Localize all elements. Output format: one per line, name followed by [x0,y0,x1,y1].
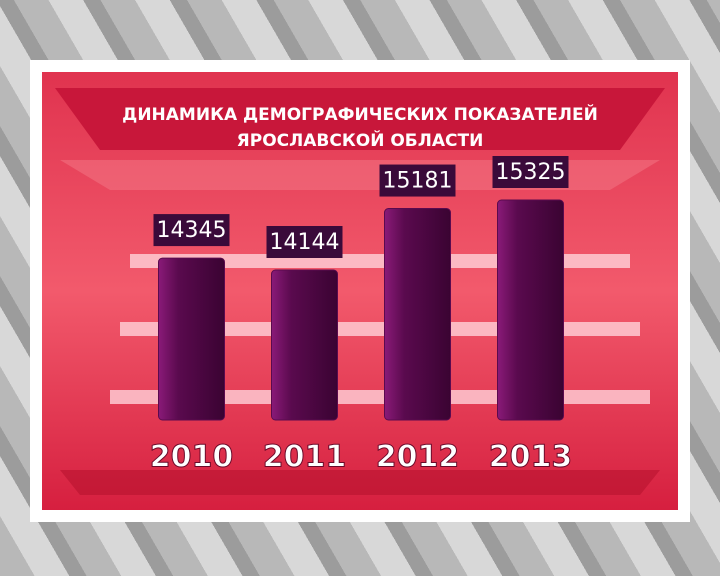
decor [60,160,660,190]
x-tick-label: 2010 [150,440,234,475]
value-label-box [266,226,343,258]
value-label-box [379,164,456,197]
bar [384,208,451,421]
value-label: 15325 [496,160,566,185]
title-ribbon [55,88,665,150]
value-label: 14345 [157,218,227,243]
value-label: 14144 [270,230,340,255]
x-tick-label: 2011 [263,440,347,475]
x-tick-label: 2012 [376,440,460,475]
x-tick-label: 2013 [489,440,573,475]
floor [60,470,660,495]
chart-title: ЯРОСЛАВСКОЙ ОБЛАСТИ [237,129,484,151]
value-label-box [153,214,230,247]
bar [271,269,338,421]
value-label: 15181 [383,169,453,194]
chart-title: ДИНАМИКА ДЕМОГРАФИЧЕСКИХ ПОКАЗАТЕЛЕЙ [122,103,598,125]
bar [497,199,564,421]
bar [158,257,225,421]
value-label-box [492,156,569,188]
